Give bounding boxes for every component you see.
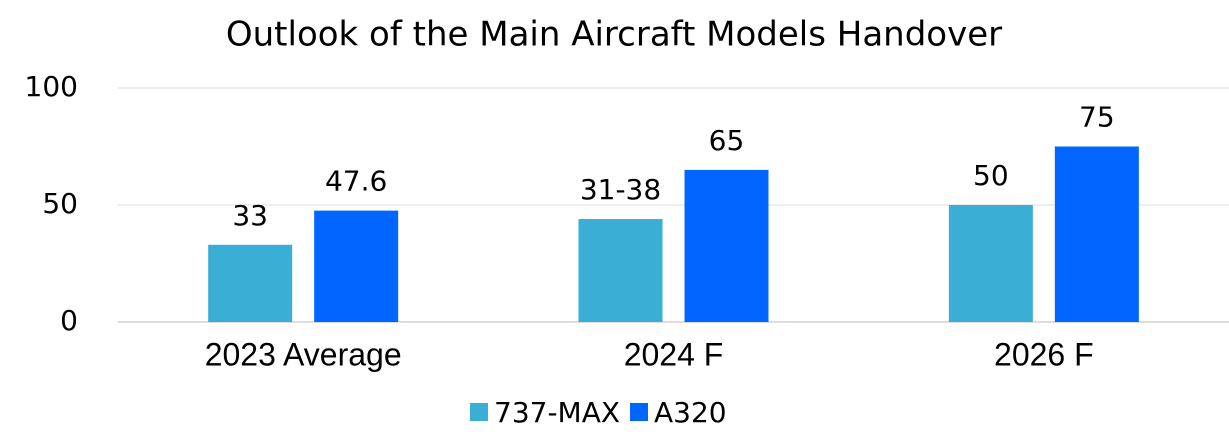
- bar: [684, 169, 769, 322]
- bar: [208, 244, 293, 322]
- chart-title: Outlook of the Main Aircraft Models Hand…: [226, 15, 1002, 55]
- data-label: 31-38: [580, 173, 661, 206]
- data-label: 75: [1079, 101, 1115, 134]
- legend-swatch: [470, 403, 488, 421]
- data-label: 50: [973, 159, 1009, 192]
- y-tick-label: 0: [60, 304, 78, 337]
- data-label: 47.6: [325, 165, 387, 198]
- bar: [578, 219, 663, 322]
- legend-label: A320: [654, 396, 727, 429]
- x-tick-label: 2024 F: [624, 336, 724, 372]
- x-tick-label: 2023 Average: [205, 336, 402, 372]
- data-label: 33: [232, 199, 268, 232]
- y-tick-label: 50: [42, 187, 78, 220]
- legend-swatch: [630, 403, 648, 421]
- bar: [948, 205, 1033, 322]
- data-label: 65: [709, 124, 745, 157]
- bar: [1054, 146, 1139, 322]
- legend-label: 737-MAX: [494, 396, 620, 429]
- x-tick-label: 2026 F: [994, 336, 1094, 372]
- bar: [314, 210, 399, 322]
- y-tick-label: 100: [25, 70, 78, 103]
